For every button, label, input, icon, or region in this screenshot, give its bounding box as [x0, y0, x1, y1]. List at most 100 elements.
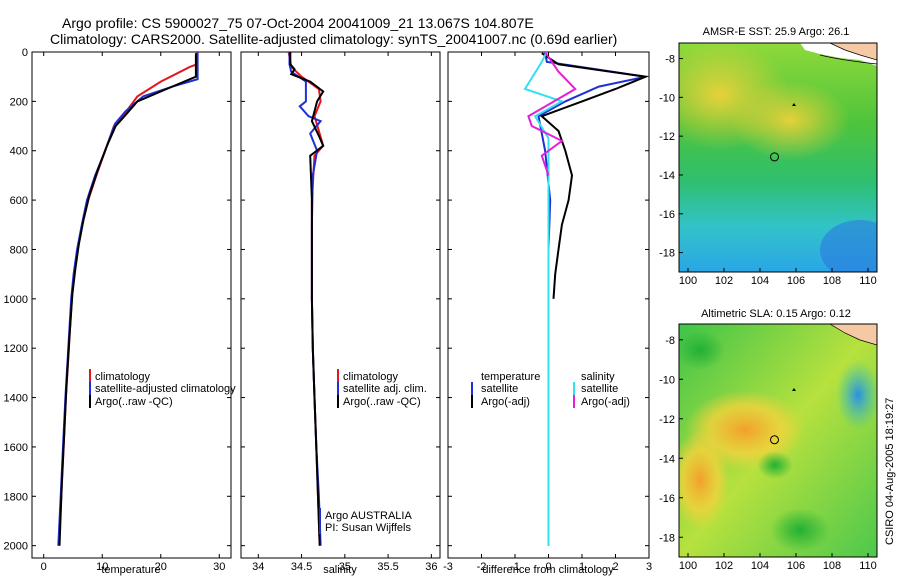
map-y-tick-label: -10: [659, 374, 675, 386]
salinity-plot-frame: [240, 51, 441, 559]
map-y-tick-label: -8: [665, 54, 675, 66]
map-x-tick-label: 102: [715, 275, 733, 287]
map-x-tick-label: 100: [679, 275, 697, 287]
temperature-series-line-argo-raw-qc-: [58, 53, 197, 546]
y-tick-label: 1200: [4, 343, 28, 355]
y-tick-label: 1000: [4, 294, 28, 306]
x-tick-label: -2: [477, 561, 487, 573]
map-y-tick-label: -16: [659, 493, 675, 505]
legend-label: climatology: [95, 371, 151, 383]
map-y-tick-label: -12: [659, 131, 675, 143]
map-x-tick-label: 104: [751, 560, 769, 572]
temperature-axis-ticks: 0 10 20 30 0 200 400 600 800 1000 1200 1400 1600 1800…: [4, 47, 231, 573]
x-tick-label: 20: [155, 561, 167, 573]
x-tick-label: 3: [646, 561, 652, 573]
pi-label: PI: Susan Wijffels: [325, 522, 411, 534]
sla-map-ticks: 100 102 104 106 108 110 -8 -10 -12 -14 -16 -18: [659, 335, 877, 572]
sst-map-ticks: 100 102 104 106 108 110 -8 -10 -12 -14 -16 -18: [659, 54, 877, 287]
difference-series-line-salinity-argo-adj-: [527, 52, 577, 176]
difference-legend: temperature satellite Argo(-adj) salinit…: [471, 371, 630, 408]
map-x-tick-label: 110: [859, 275, 877, 287]
x-tick-label: 0: [545, 561, 551, 573]
x-tick-label: 36: [425, 561, 437, 573]
salinity-series-line-satellite-adj-clim-: [288, 52, 323, 546]
legend-label: Argo(-adj): [481, 396, 530, 408]
temperature-series-line-climatology: [57, 52, 199, 546]
legend-label: satellite: [481, 383, 518, 395]
legend-label: satellite adj. clim.: [343, 383, 427, 395]
y-tick-label: 1600: [4, 442, 28, 454]
y-tick-label: 400: [10, 146, 28, 158]
map-x-tick-label: 100: [679, 560, 697, 572]
salinity-series-line-argo-raw-qc-: [289, 52, 325, 546]
map-x-tick-label: 106: [787, 275, 805, 287]
x-tick-label: 34.5: [291, 561, 312, 573]
x-tick-label: 34: [252, 561, 264, 573]
map-y-tick-label: -16: [659, 209, 675, 221]
difference-series-line-salinity-satellite: [523, 52, 565, 546]
difference-series: [523, 52, 649, 546]
x-tick-label: 35.5: [377, 561, 398, 573]
salinity-legend: climatology satellite adj. clim. Argo(..…: [319, 369, 427, 534]
temperature-series-line-satellite-adjusted-climatology: [57, 52, 199, 546]
y-tick-label: 600: [10, 195, 28, 207]
owner-label: Argo AUSTRALIA: [325, 510, 412, 522]
map-x-tick-label: 106: [787, 560, 805, 572]
legend-label: climatology: [343, 371, 399, 383]
figure-title-line1: Argo profile: CS 5900027_75 07-Oct-2004 …: [62, 15, 534, 31]
x-tick-label: 2: [612, 561, 618, 573]
temperature-legend: climatology satellite-adjusted climatolo…: [89, 369, 236, 408]
legend-label: Argo(-adj): [581, 396, 630, 408]
x-tick-label: 1: [579, 561, 585, 573]
difference-series-line-temperature-argo-adj-: [539, 52, 649, 299]
sla-map-title: Altimetric SLA: 0.15 Argo: 0.12: [701, 308, 851, 320]
figure-title-line2: Climatology: CARS2000. Satellite-adjuste…: [50, 31, 617, 47]
map-y-tick-label: -8: [665, 335, 675, 347]
x-tick-label: -1: [510, 561, 520, 573]
difference-axis-ticks: -3 -2 -1 0 1 2 3: [443, 51, 652, 573]
map-x-tick-label: 108: [823, 560, 841, 572]
map-y-tick-label: -18: [659, 532, 675, 544]
map-y-tick-label: -12: [659, 414, 675, 426]
map-x-tick-label: 102: [715, 560, 733, 572]
temperature-series: [57, 52, 199, 546]
difference-axis-label: difference from climatology: [482, 564, 614, 576]
sla-island-marker: [792, 388, 796, 391]
legend-label: Argo(..raw -QC): [343, 396, 421, 408]
salinity-axis-ticks: 34 34.5 35 35.5 36: [241, 51, 440, 573]
legend-heading-salinity: salinity: [581, 371, 615, 383]
map-y-tick-label: -14: [659, 170, 675, 182]
map-x-tick-label: 110: [859, 560, 877, 572]
footer-stamp: CSIRO 04-Aug-2005 18:19:27: [884, 398, 896, 545]
sla-map-frame: [678, 323, 878, 558]
y-tick-label: 200: [10, 96, 28, 108]
sst-argo-location-marker: [770, 152, 779, 162]
sst-map-title: AMSR-E SST: 25.9 Argo: 26.1: [703, 26, 850, 38]
salinity-series: [287, 52, 325, 546]
legend-label: satellite-adjusted climatology: [95, 383, 236, 395]
map-x-tick-label: 108: [823, 275, 841, 287]
sla-argo-location-marker: [770, 435, 779, 445]
y-tick-label: 2000: [4, 541, 28, 553]
x-tick-label: 10: [96, 561, 108, 573]
salinity-axis-label: salinity: [323, 564, 357, 576]
sst-map-frame: [678, 42, 878, 273]
x-tick-label: 35: [339, 561, 351, 573]
map-y-tick-label: -10: [659, 92, 675, 104]
sst-map-field: [679, 43, 877, 272]
legend-heading-temperature: temperature: [481, 371, 540, 383]
temperature-axis-label: temperature: [101, 564, 160, 576]
y-tick-label: 800: [10, 244, 28, 256]
x-tick-label: 30: [213, 561, 225, 573]
y-tick-label: 0: [22, 47, 28, 59]
y-tick-label: 1400: [4, 393, 28, 405]
sla-map-field: [679, 324, 877, 557]
map-y-tick-label: -18: [659, 248, 675, 260]
y-tick-label: 1800: [4, 491, 28, 503]
temperature-plot-frame: [31, 51, 232, 559]
map-y-tick-label: -14: [659, 453, 675, 465]
legend-label: Argo(..raw -QC): [95, 396, 173, 408]
legend-label: satellite: [581, 383, 618, 395]
x-tick-label: 0: [41, 561, 47, 573]
